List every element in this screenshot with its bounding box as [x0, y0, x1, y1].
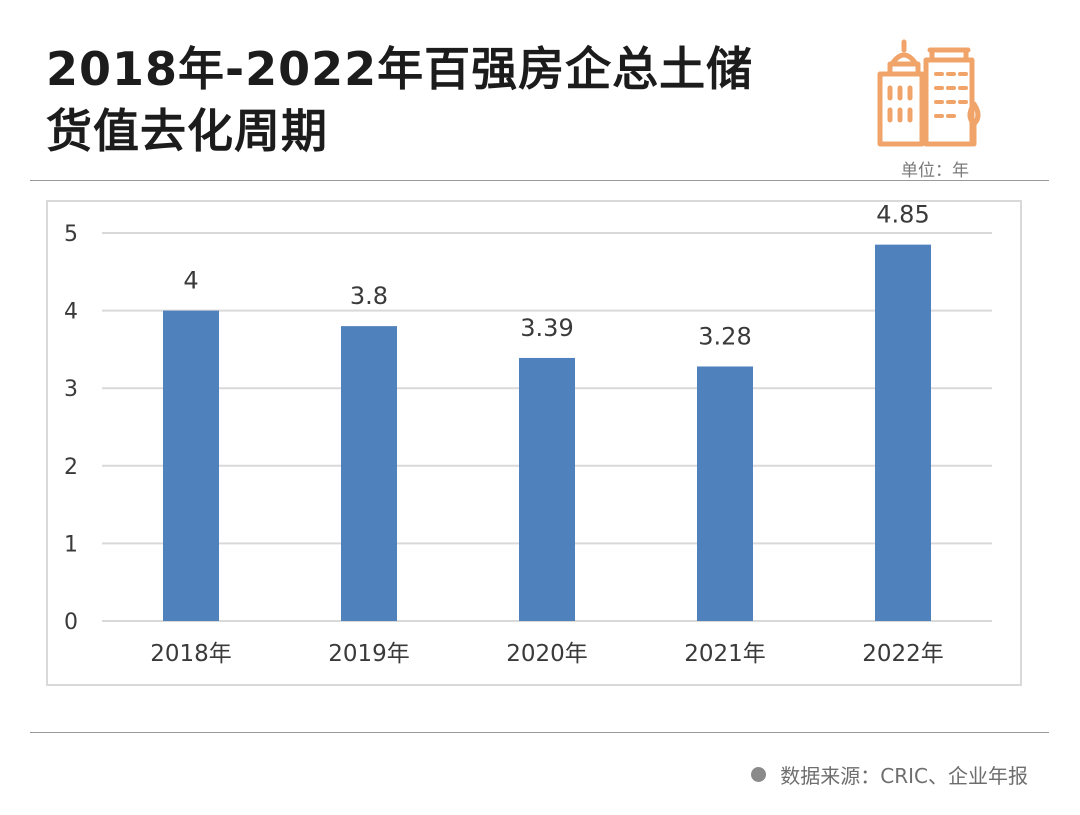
unit-label: 单位：年 [901, 161, 969, 181]
bar-2019年 [341, 326, 397, 621]
page-title: 2018年-2022年百强房企总土储 货值去化周期 [46, 38, 753, 162]
page-title-line-2: 货值去化周期 [46, 104, 328, 158]
y-tick-label: 4 [64, 300, 78, 325]
x-tick-label: 2020年 [506, 641, 588, 667]
bar-2021年 [697, 366, 753, 621]
bar-2022年 [875, 244, 931, 621]
x-tick-label: 2022年 [862, 641, 944, 667]
y-tick-label: 0 [64, 610, 78, 635]
building-icon [877, 39, 981, 147]
x-tick-label: 2019年 [328, 641, 410, 667]
bar-chart: 0 1 2 3 4 5 4 2018年 3.8 2019年 3.39 2020年 3.28 2021年 4… [64, 202, 992, 667]
header-divider [30, 180, 1049, 181]
y-tick-label: 3 [64, 377, 78, 402]
bar-2018年 [163, 310, 219, 621]
source-note: 数据来源：CRIC、企业年报 [751, 760, 1028, 789]
bullet-dot-icon [751, 767, 767, 782]
data-label: 4 [183, 267, 198, 295]
page-title-line-1: 2018年-2022年百强房企总土储 [46, 42, 754, 96]
y-tick-label: 1 [64, 532, 78, 557]
source-text: 数据来源：CRIC、企业年报 [780, 764, 1028, 788]
data-label: 3.39 [520, 314, 573, 342]
data-label: 3.8 [350, 282, 388, 310]
data-label: 4.85 [876, 202, 929, 229]
chart-frame: 0 1 2 3 4 5 4 2018年 3.8 2019年 3.39 2020年 3.28 2021年 4… [46, 200, 1022, 686]
bar-2020年 [519, 357, 575, 621]
footer-divider [30, 732, 1049, 733]
data-label: 3.28 [698, 322, 751, 350]
y-tick-label: 2 [64, 455, 78, 480]
x-tick-label: 2021年 [684, 641, 766, 667]
y-tick-label: 5 [64, 222, 78, 247]
x-tick-label: 2018年 [150, 641, 232, 667]
